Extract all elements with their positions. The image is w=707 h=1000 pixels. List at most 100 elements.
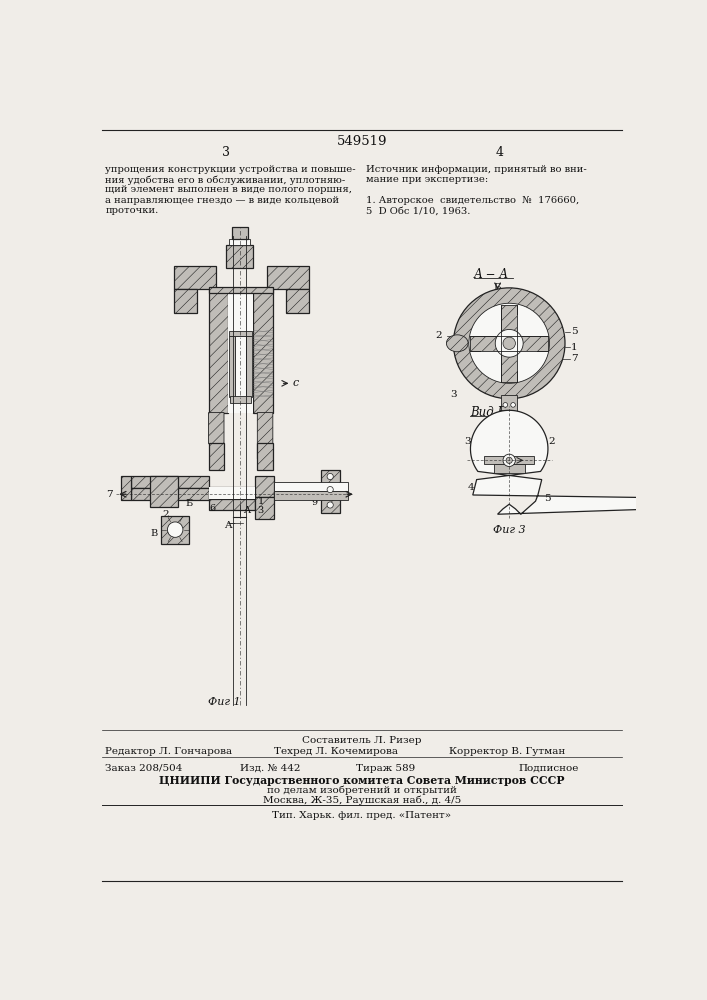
Text: проточки.: проточки. xyxy=(105,206,158,215)
Bar xyxy=(232,227,248,239)
Text: 7: 7 xyxy=(571,354,578,363)
Bar xyxy=(253,289,273,413)
Bar xyxy=(470,336,548,351)
Bar xyxy=(501,395,517,412)
Text: Тираж 589: Тираж 589 xyxy=(356,764,415,773)
Text: Составитель Л. Ризер: Составитель Л. Ризер xyxy=(302,736,421,745)
Text: Изд. № 442: Изд. № 442 xyxy=(240,764,300,773)
Polygon shape xyxy=(470,410,707,514)
Text: Москва, Ж-35, Раушская наб., д. 4/5: Москва, Ж-35, Раушская наб., д. 4/5 xyxy=(263,795,461,805)
Bar xyxy=(209,487,255,499)
Text: 5: 5 xyxy=(544,494,551,503)
Polygon shape xyxy=(481,315,501,336)
Text: Корректор В. Гутман: Корректор В. Гутман xyxy=(449,747,565,756)
Circle shape xyxy=(503,337,515,349)
Bar xyxy=(235,336,246,397)
Bar xyxy=(246,336,252,397)
Text: мание при экспертизе:: мание при экспертизе: xyxy=(366,175,488,184)
Circle shape xyxy=(503,454,515,466)
Circle shape xyxy=(327,473,333,480)
Text: Подписное: Подписное xyxy=(518,764,579,773)
Bar xyxy=(131,488,209,500)
Text: А − А: А − А xyxy=(474,267,508,280)
Text: Фиг 2: Фиг 2 xyxy=(493,425,525,435)
Text: 3: 3 xyxy=(450,390,457,399)
Bar xyxy=(228,331,252,336)
Bar xyxy=(493,464,525,473)
Bar xyxy=(274,491,348,500)
Text: ─: ─ xyxy=(229,518,234,527)
Circle shape xyxy=(503,403,508,407)
Text: 549519: 549519 xyxy=(337,135,387,148)
Bar xyxy=(228,293,253,413)
Bar xyxy=(209,499,255,510)
Bar xyxy=(161,516,189,544)
Ellipse shape xyxy=(446,335,468,352)
Text: 7: 7 xyxy=(107,490,113,499)
Text: упрощения конструкции устройства и повыше-: упрощения конструкции устройства и повыш… xyxy=(105,165,356,174)
Bar xyxy=(230,396,251,403)
Circle shape xyxy=(453,288,565,399)
Circle shape xyxy=(510,403,515,407)
Circle shape xyxy=(327,487,333,493)
Text: 9: 9 xyxy=(311,498,317,507)
Bar xyxy=(484,456,534,464)
Bar xyxy=(209,443,224,470)
Bar xyxy=(230,239,250,245)
Bar xyxy=(121,476,131,500)
Text: Техред Л. Кочемирова: Техред Л. Кочемирова xyxy=(274,747,398,756)
Text: 3: 3 xyxy=(222,146,230,159)
Bar xyxy=(131,476,209,488)
Text: 2: 2 xyxy=(435,331,442,340)
Polygon shape xyxy=(517,315,537,336)
Bar xyxy=(209,289,228,413)
Text: 6: 6 xyxy=(209,504,216,513)
Text: Тип. Харьк. фил. пред. «Патент»: Тип. Харьк. фил. пред. «Патент» xyxy=(272,811,452,820)
Polygon shape xyxy=(209,413,224,459)
Text: Б: Б xyxy=(185,499,193,508)
Text: ЦНИИПИ Государственного комитета Совета Министров СССР: ЦНИИПИ Государственного комитета Совета … xyxy=(159,774,565,786)
Text: B: B xyxy=(151,529,158,538)
Text: A: A xyxy=(243,506,250,515)
Text: 5: 5 xyxy=(571,327,578,336)
Text: а направляющее гнездо — в виде кольцевой: а направляющее гнездо — в виде кольцевой xyxy=(105,196,339,205)
Text: Заказ 208/504: Заказ 208/504 xyxy=(105,764,183,773)
Polygon shape xyxy=(257,413,273,459)
Bar xyxy=(321,470,340,513)
Text: 3: 3 xyxy=(257,506,264,515)
Text: c: c xyxy=(293,378,299,388)
Text: Редактор Л. Гончарова: Редактор Л. Гончарова xyxy=(105,747,233,756)
Bar xyxy=(257,443,273,470)
Bar xyxy=(255,476,274,497)
Text: 1: 1 xyxy=(257,497,264,506)
Text: 2: 2 xyxy=(163,510,169,519)
Text: 4: 4 xyxy=(495,146,503,159)
Bar xyxy=(209,487,255,499)
Polygon shape xyxy=(517,351,537,371)
Text: A: A xyxy=(224,521,232,530)
Text: 1: 1 xyxy=(571,343,578,352)
Bar xyxy=(174,289,197,312)
Bar xyxy=(267,266,309,289)
Text: Фиг 1: Фиг 1 xyxy=(208,697,240,707)
Polygon shape xyxy=(481,351,501,371)
Circle shape xyxy=(327,502,333,508)
Text: Фиг 3: Фиг 3 xyxy=(493,525,525,535)
Text: щий элемент выполнен в виде полого поршня,: щий элемент выполнен в виде полого поршн… xyxy=(105,185,352,194)
Circle shape xyxy=(168,522,183,537)
Text: Источник информации, принятый во вни-: Источник информации, принятый во вни- xyxy=(366,165,587,174)
Bar xyxy=(255,497,274,519)
Bar xyxy=(174,266,216,289)
Bar xyxy=(209,287,273,293)
Text: 5  D Обс 1/10, 1963.: 5 D Обс 1/10, 1963. xyxy=(366,206,470,215)
Text: 2: 2 xyxy=(548,437,554,446)
Text: ния удобства его в обслуживании, уплотняю-: ния удобства его в обслуживании, уплотня… xyxy=(105,175,346,185)
Circle shape xyxy=(495,329,523,357)
Text: Вид Б: Вид Б xyxy=(470,406,507,419)
Text: Б: Б xyxy=(493,283,501,292)
Bar xyxy=(228,336,235,397)
Text: 4: 4 xyxy=(468,483,474,492)
Text: по делам изобретений и открытий: по делам изобретений и открытий xyxy=(267,785,457,795)
Circle shape xyxy=(469,303,549,383)
Circle shape xyxy=(506,457,513,463)
